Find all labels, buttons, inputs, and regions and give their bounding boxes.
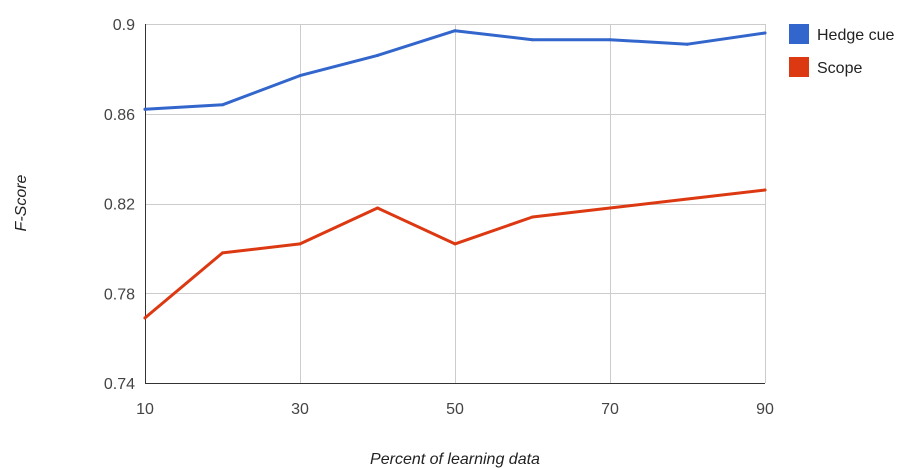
data-point-scope	[298, 242, 302, 246]
data-point-scope	[608, 206, 612, 210]
data-point-scope	[686, 197, 689, 201]
x-axis-ticks: 10 30 50 70 90	[136, 401, 774, 418]
y-axis-title: F-Score	[13, 174, 30, 231]
legend-label-scope: Scope	[817, 60, 862, 77]
data-point-hedge-cue	[531, 38, 534, 42]
data-point-hedge-cue	[376, 53, 379, 57]
x-tick-label: 30	[291, 401, 309, 418]
data-point-hedge-cue	[221, 103, 224, 107]
data-point-scope	[143, 316, 147, 320]
x-tick-label: 10	[136, 401, 154, 418]
data-point-scope	[453, 242, 457, 246]
x-tick-label: 50	[446, 401, 464, 418]
legend-item-scope: Scope	[789, 57, 862, 77]
data-point-hedge-cue	[143, 107, 147, 111]
data-point-hedge-cue	[453, 29, 457, 33]
y-tick-label: 0.78	[104, 286, 135, 303]
data-point-scope	[376, 206, 379, 210]
y-tick-label: 0.86	[104, 107, 135, 124]
data-point-scope	[221, 251, 224, 255]
data-point-hedge-cue	[298, 74, 302, 78]
data-point-scope	[531, 215, 534, 219]
legend-item-hedge-cue: Hedge cue	[789, 24, 894, 44]
y-tick-label: 0.82	[104, 197, 135, 214]
grid	[145, 24, 766, 384]
data-point-hedge-cue	[763, 31, 767, 35]
legend-swatch-hedge-cue	[789, 24, 809, 44]
data-point-hedge-cue	[686, 42, 689, 46]
series-lines	[143, 29, 767, 320]
data-point-scope	[763, 188, 767, 192]
y-axis-ticks: 0.74 0.78 0.82 0.86 0.9	[104, 17, 135, 393]
x-axis-title: Percent of learning data	[370, 451, 540, 468]
y-tick-label: 0.9	[113, 17, 135, 34]
legend-label-hedge-cue: Hedge cue	[817, 27, 894, 44]
legend-swatch-scope	[789, 57, 809, 77]
legend: Hedge cue Scope	[789, 24, 894, 77]
x-tick-label: 90	[756, 401, 774, 418]
data-point-hedge-cue	[608, 38, 612, 42]
x-tick-label: 70	[601, 401, 619, 418]
y-tick-label: 0.74	[104, 376, 135, 393]
